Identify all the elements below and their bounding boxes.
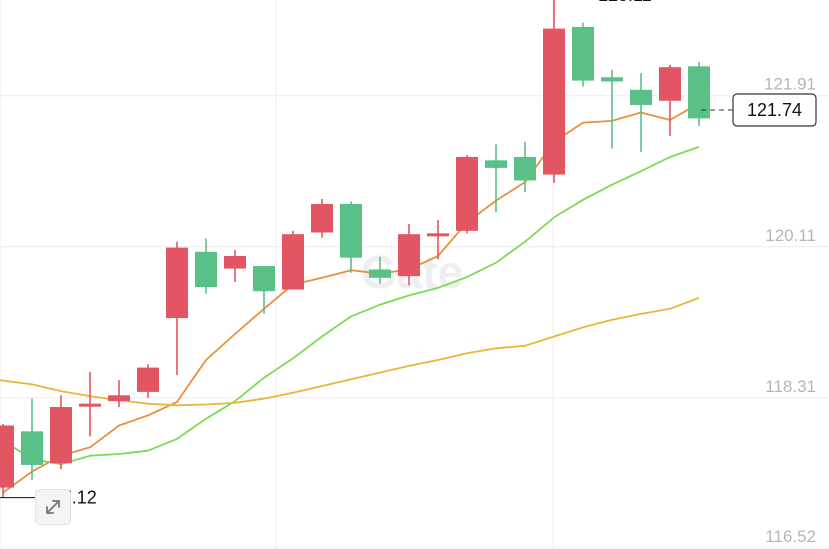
candle-down [659,64,681,136]
candle-up [630,73,652,152]
candle-body [195,251,217,288]
expand-chart-button[interactable] [35,489,71,525]
candle-body [514,156,536,181]
candle-up [514,141,536,193]
y-tick-label: 121.91 [764,75,816,94]
candle-body [485,160,507,168]
candle-down [543,0,565,183]
candle-down [79,371,101,437]
candle-body [572,26,594,81]
candle-down [282,230,304,290]
ma-line-short [2,102,700,494]
candle-up [253,266,275,314]
candle-body [108,395,130,402]
candle-up [340,201,362,273]
candle-down [137,364,159,398]
candle-up [601,69,623,149]
y-tick-label: 118.31 [765,377,816,396]
moving-averages [0,102,700,494]
candle-body [601,77,623,82]
candles [0,0,710,498]
candle-up [195,238,217,294]
candle-body [659,67,681,101]
candle-body [166,247,188,319]
candle-body [543,28,565,175]
high-price-label: 123.11 [598,0,652,5]
candle-body [137,367,159,392]
candle-body [630,89,652,105]
candle-body [50,407,72,464]
candle-body [224,255,246,269]
y-tick-label: 116.52 [765,527,816,546]
y-tick-label: 120.11 [765,226,816,245]
candle-body [21,431,43,465]
candle-up [369,256,391,284]
candle-down [224,250,246,282]
candle-body [398,234,420,277]
expand-diagonal-icon [46,500,60,514]
ma-line-mid [2,146,700,466]
candle-down [108,380,130,408]
last-price-label: 121.74 [747,100,802,120]
last-price-box [732,93,817,127]
candle-body [427,233,449,237]
candle-body [340,203,362,258]
candle-up [572,22,594,87]
candle-body [79,403,101,407]
ma-line-long [0,297,700,407]
candle-body [456,156,478,231]
candle-down [50,395,72,470]
candle-up [485,144,507,213]
candle-down [456,155,478,234]
candle-body [253,266,275,292]
candle-up [688,62,710,126]
candle-body [369,269,391,278]
candle-down [398,224,420,286]
candle-down [427,219,449,260]
candle-body [0,425,14,488]
candle-body [282,234,304,290]
candle-down [166,241,188,376]
candle-down [0,423,14,498]
candle-body [311,203,333,233]
candle-body [688,66,710,119]
candle-down [311,198,333,238]
candle-up [21,398,43,481]
